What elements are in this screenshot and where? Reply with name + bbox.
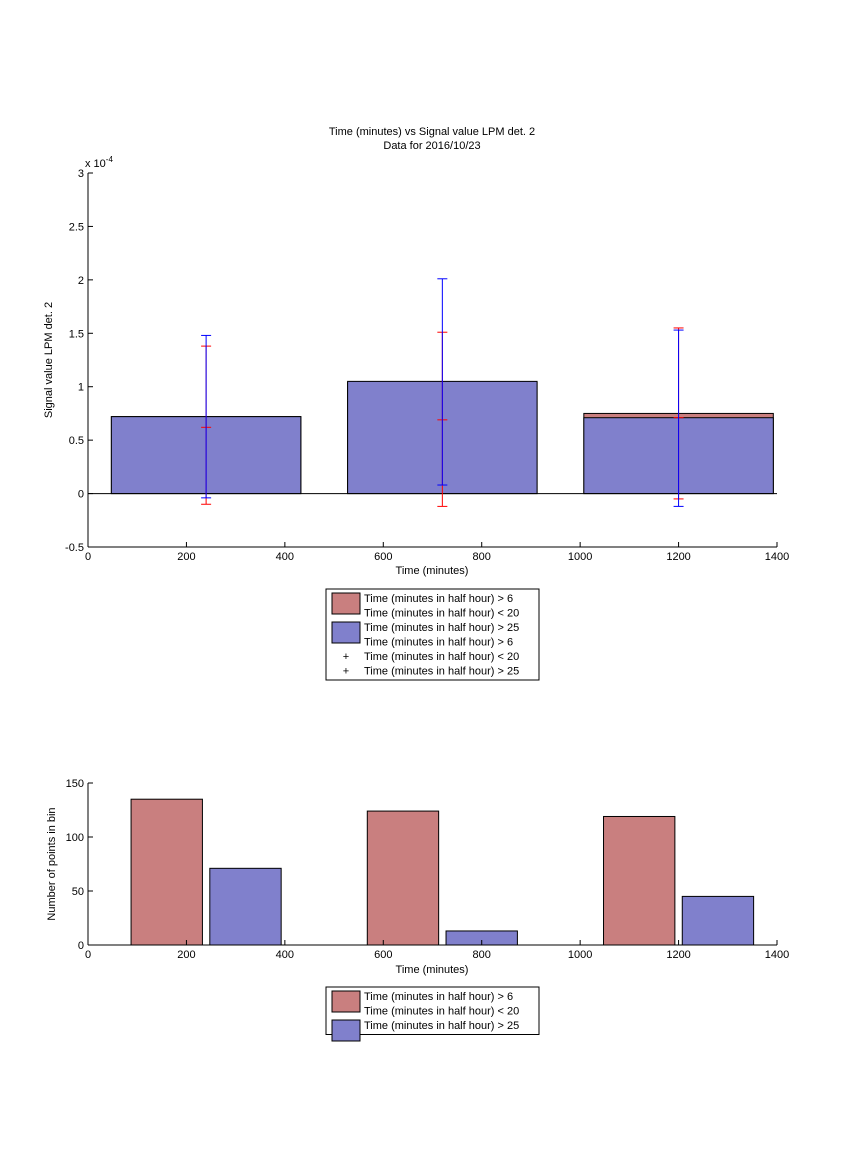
chart1-legend-label: Time (minutes in half hour) > 25 <box>364 622 519 634</box>
chart1-ytick-label: 0.5 <box>69 435 84 447</box>
chart1-xtick-label: 1200 <box>666 551 690 563</box>
chart2-xtick-label: 600 <box>374 949 392 961</box>
chart2-legend-label: Time (minutes in half hour) > 25 <box>364 1020 519 1032</box>
chart2-legend-patch <box>331 1019 361 1042</box>
chart1-ytick-label: 2.5 <box>69 221 84 233</box>
chart1-legend-label: Time (minutes in half hour) > 25 <box>364 666 519 678</box>
chart1-legend: Time (minutes in half hour) > 6 Time (min… <box>325 588 540 681</box>
chart1-ytick-label: -0.5 <box>65 542 84 554</box>
chart2-ytick-label: 0 <box>78 940 84 952</box>
chart2-legend-label: Time (minutes in half hour) > 6 <box>364 991 513 1003</box>
chart1-xtick-label: 0 <box>85 551 91 563</box>
chart1-xtick-label: 600 <box>374 551 392 563</box>
chart2-ylabel: Number of points in bin <box>46 807 58 920</box>
chart1-ytick-label: 0 <box>78 489 84 501</box>
chart1-xtick-label: 1000 <box>568 551 592 563</box>
chart1-ytick-label: 3 <box>78 168 84 180</box>
chart1-legend-label: Time (minutes in half hour) < 20 <box>364 651 519 663</box>
chart1-ytick-label: 1.5 <box>69 328 84 340</box>
chart2-bar <box>366 810 440 946</box>
chart2-xtick-label: 1000 <box>568 949 592 961</box>
chart2-xlabel: Time (minutes) <box>396 964 469 976</box>
chart1-xtick-label: 1400 <box>765 551 789 563</box>
chart1-ytick-label: 2 <box>78 275 84 287</box>
chart1-legend-label: Time (minutes in half hour) > 6 <box>364 593 513 605</box>
chart2-xtick-label: 400 <box>276 949 294 961</box>
chart2-xtick-label: 1400 <box>765 949 789 961</box>
chart1-xlabel: Time (minutes) <box>396 565 469 577</box>
chart1-xtick-label: 800 <box>473 551 491 563</box>
chart1-ytick-label: 1 <box>78 382 84 394</box>
chart2-xtick-label: 1200 <box>666 949 690 961</box>
chart2-ytick-label: 150 <box>66 778 84 790</box>
chart2-bar <box>130 798 203 946</box>
chart2-bar <box>603 815 676 946</box>
chart2-legend: Time (minutes in half hour) > 6 Time (min… <box>325 986 540 1042</box>
chart2-ytick-label: 50 <box>72 886 84 898</box>
chart1-xtick-label: 200 <box>177 551 195 563</box>
chart2-xtick-label: 0 <box>85 949 91 961</box>
chart1-legend-label: Time (minutes in half hour) < 20 <box>364 608 519 620</box>
chart2-legend-box <box>325 986 540 1035</box>
chart1-legend-patch <box>331 621 361 644</box>
signal-chart: Time (minutes) vs Signal value LPM det. … <box>43 126 789 681</box>
chart1-legend-patch <box>331 592 361 615</box>
chart1-legend-marker: + <box>343 666 349 678</box>
chart1-ylabel: Signal value LPM det. 2 <box>43 302 55 418</box>
chart1-legend-marker: + <box>343 651 349 663</box>
chart1-legend-box <box>325 588 540 681</box>
chart2-xtick-label: 200 <box>177 949 195 961</box>
chart1-subtitle: Data for 2016/10/23 <box>383 140 480 152</box>
chart2-bar <box>209 867 282 946</box>
chart2-ytick-label: 100 <box>66 832 84 844</box>
count-chart: Time (minutes) Number of points in bin 0… <box>46 778 789 1042</box>
chart2-legend-patch <box>331 990 361 1013</box>
chart2-xtick-label: 800 <box>473 949 491 961</box>
chart2-legend-label: Time (minutes in half hour) < 20 <box>364 1006 519 1018</box>
chart1-exponent: x 10-4 <box>85 155 113 170</box>
chart1-xtick-label: 400 <box>276 551 294 563</box>
chart1-legend-label: Time (minutes in half hour) > 6 <box>364 637 513 649</box>
chart2-bar <box>681 895 755 946</box>
chart1-title: Time (minutes) vs Signal value LPM det. … <box>329 126 535 138</box>
